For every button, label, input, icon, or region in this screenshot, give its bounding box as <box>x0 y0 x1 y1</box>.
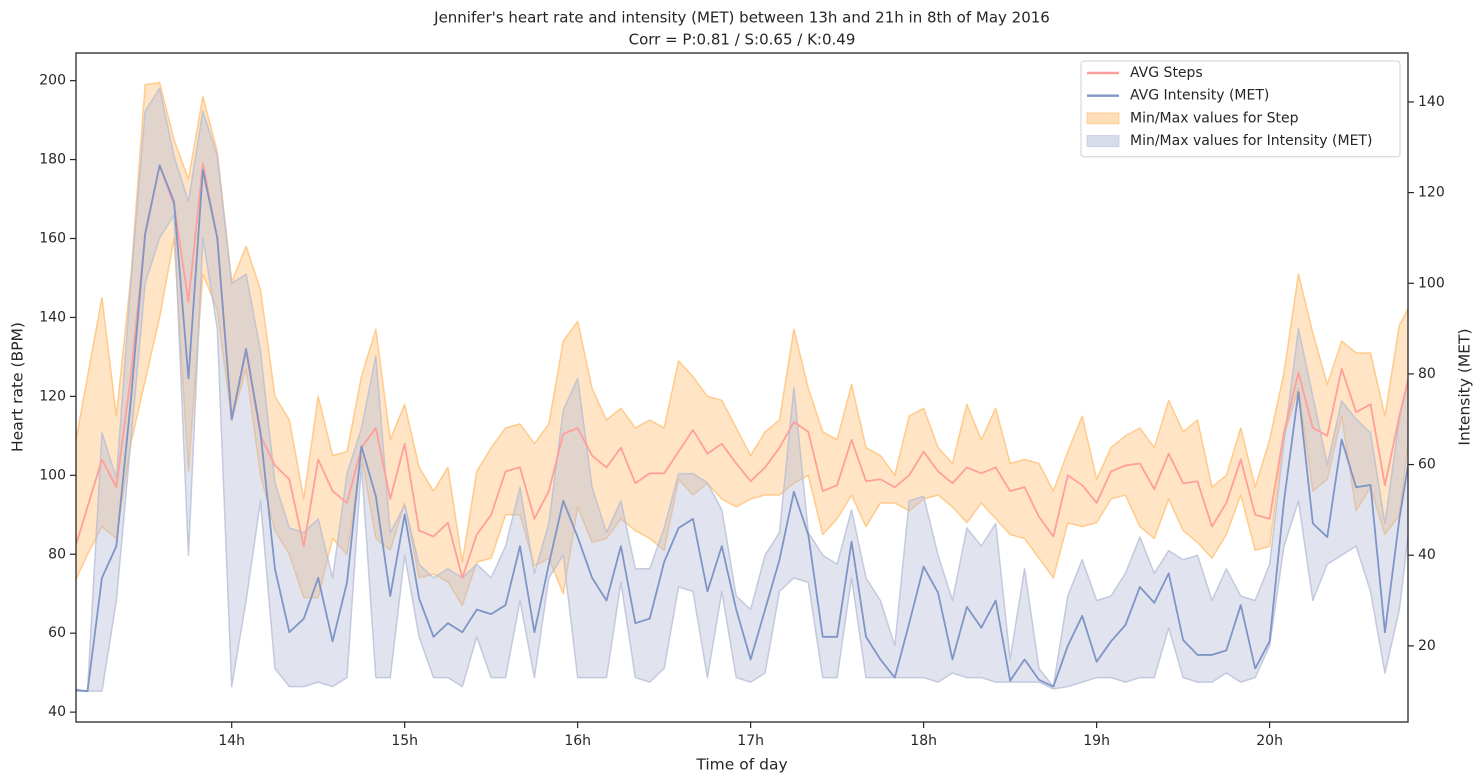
x-tick-label: 20h <box>1256 733 1283 749</box>
y2-axis-label: Intensity (MET) <box>1456 328 1474 445</box>
y2-tick-label: 120 <box>1418 185 1445 201</box>
x-tick-label: 15h <box>391 733 418 749</box>
y-tick-label: 80 <box>48 546 66 562</box>
x-tick-label: 14h <box>218 733 245 749</box>
x-tick-label: 16h <box>564 733 591 749</box>
y-tick-label: 60 <box>48 625 66 641</box>
x-tick-label: 19h <box>1083 733 1110 749</box>
y-tick-label: 200 <box>39 73 66 89</box>
y2-tick-label: 20 <box>1418 638 1436 654</box>
series-line <box>76 164 1408 693</box>
y-tick-label: 120 <box>39 388 66 404</box>
y2-tick-label: 100 <box>1418 275 1445 291</box>
chart-title: Jennifer's heart rate and intensity (MET… <box>433 9 1050 27</box>
y2-tick-label: 80 <box>1418 366 1436 382</box>
y-tick-label: 100 <box>39 467 66 483</box>
series-line <box>76 162 1408 579</box>
legend-label: Min/Max values for Intensity (MET) <box>1130 133 1372 149</box>
plot-area <box>76 81 1408 693</box>
legend-handle <box>1086 112 1120 125</box>
y-tick-label: 160 <box>39 231 66 247</box>
y-tick-label: 140 <box>39 309 66 325</box>
chart-subtitle: Corr = P:0.81 / S:0.65 / K:0.49 <box>629 31 856 49</box>
legend: AVG Steps AVG Intensity (MET) Min/Max valu… <box>1080 60 1401 158</box>
legend-label: AVG Intensity (MET) <box>1130 88 1269 104</box>
y2-tick-label: 60 <box>1418 457 1436 473</box>
x-tick-label: 18h <box>910 733 937 749</box>
legend-label: AVG Steps <box>1130 65 1203 81</box>
y-tick-label: 180 <box>39 152 66 168</box>
y2-tick-label: 140 <box>1418 94 1445 110</box>
legend-label: Min/Max values for Step <box>1130 110 1299 126</box>
axes-frame <box>75 52 1409 723</box>
x-tick-label: 17h <box>737 733 764 749</box>
y-axis-label: Heart rate (BPM) <box>9 322 27 452</box>
x-axis-label: Time of day <box>695 756 787 774</box>
y2-tick-label: 40 <box>1418 547 1436 563</box>
legend-box <box>1080 60 1401 158</box>
legend-handle <box>1086 135 1120 148</box>
y-tick-label: 40 <box>48 704 66 720</box>
